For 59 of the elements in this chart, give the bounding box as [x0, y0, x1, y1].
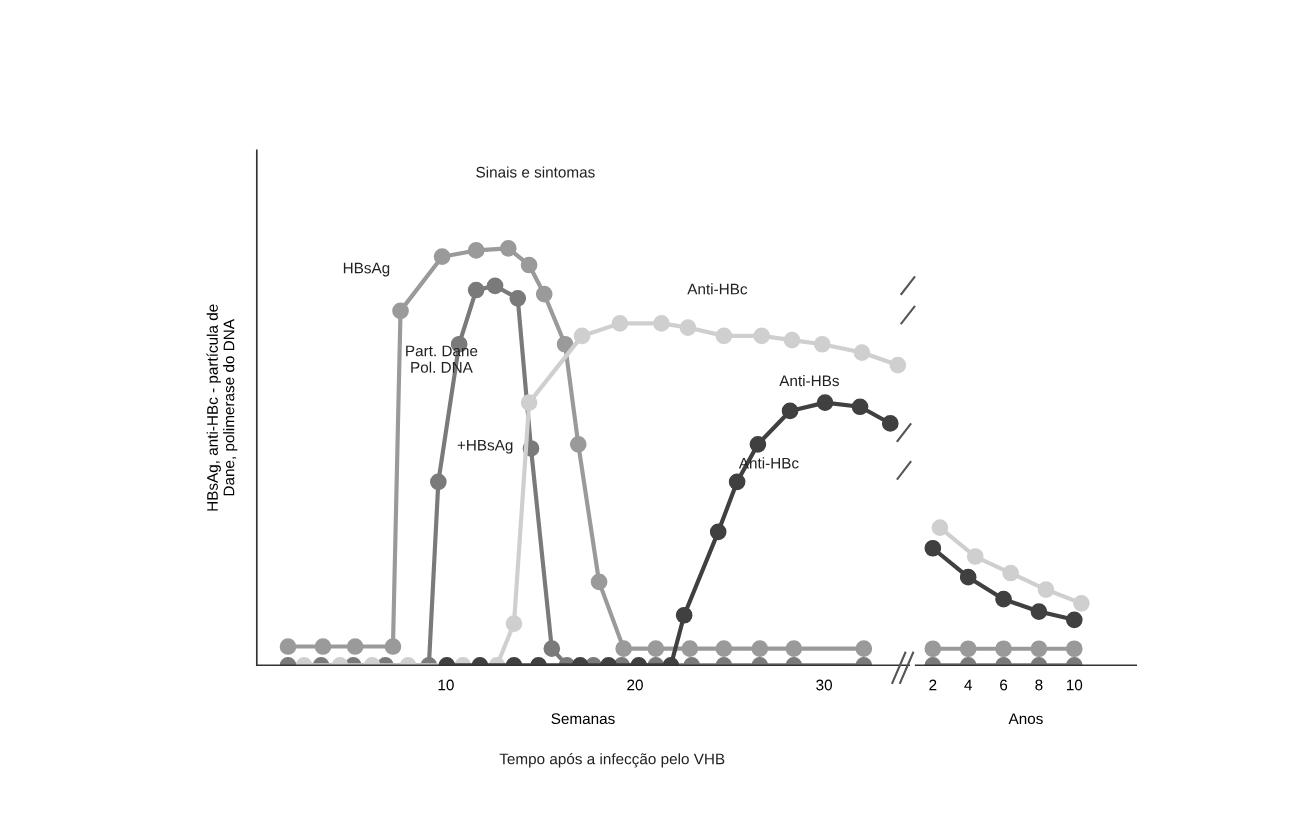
x-tick-label: 2	[929, 679, 937, 691]
x-tick-label: 20	[627, 679, 643, 691]
point	[486, 277, 504, 295]
point	[813, 335, 831, 353]
point	[783, 331, 801, 349]
x-axis-title: Semanas	[551, 713, 615, 725]
point	[1065, 640, 1083, 658]
annotation: +HBsAg	[457, 439, 513, 454]
point	[520, 394, 538, 411]
point	[611, 315, 629, 332]
point	[535, 285, 553, 303]
point	[753, 327, 771, 345]
point	[1073, 594, 1090, 612]
x-tick-label: 4	[964, 679, 972, 691]
point	[924, 539, 942, 557]
point	[851, 398, 869, 416]
point	[966, 548, 984, 565]
point	[569, 435, 587, 453]
point	[781, 402, 799, 420]
point	[433, 248, 451, 266]
point	[889, 356, 907, 374]
text: Sinais e sintomas	[476, 166, 595, 178]
point	[1002, 564, 1019, 582]
point	[573, 327, 591, 345]
point	[715, 327, 733, 345]
point	[931, 519, 949, 536]
point	[1065, 611, 1083, 629]
point	[881, 415, 899, 432]
point	[995, 590, 1012, 608]
point	[1030, 603, 1048, 620]
x-tick-label: 30	[816, 679, 832, 691]
x-tick-label: 10	[438, 679, 454, 691]
point	[1030, 640, 1048, 658]
point	[995, 640, 1012, 658]
x-tick-label: 6	[1000, 679, 1008, 691]
point	[392, 302, 409, 320]
point	[853, 344, 871, 361]
point	[653, 315, 670, 332]
point	[509, 290, 527, 307]
point	[556, 335, 574, 353]
point	[924, 640, 942, 658]
x-axis-title: Anos	[1008, 713, 1043, 725]
point	[749, 435, 767, 453]
series-label: Anti-HBs	[779, 374, 839, 387]
point	[679, 319, 697, 336]
series-label: Anti-HBc	[687, 283, 748, 295]
y-axis-title: HBsAg, anti-HBc - partícula de Dane, polimerase do DNA	[206, 304, 238, 511]
series-label: HBsAg	[343, 262, 390, 277]
point	[499, 240, 517, 257]
x-tick-label: 8	[1035, 679, 1043, 691]
point	[816, 394, 834, 411]
x-tick-label: 10	[1066, 679, 1083, 691]
point	[467, 242, 485, 259]
point	[520, 256, 538, 274]
text: Tempo após a infecção pelo VHB	[499, 752, 725, 768]
point	[1037, 581, 1055, 598]
point	[467, 281, 485, 299]
point	[959, 568, 977, 586]
point	[959, 640, 977, 658]
